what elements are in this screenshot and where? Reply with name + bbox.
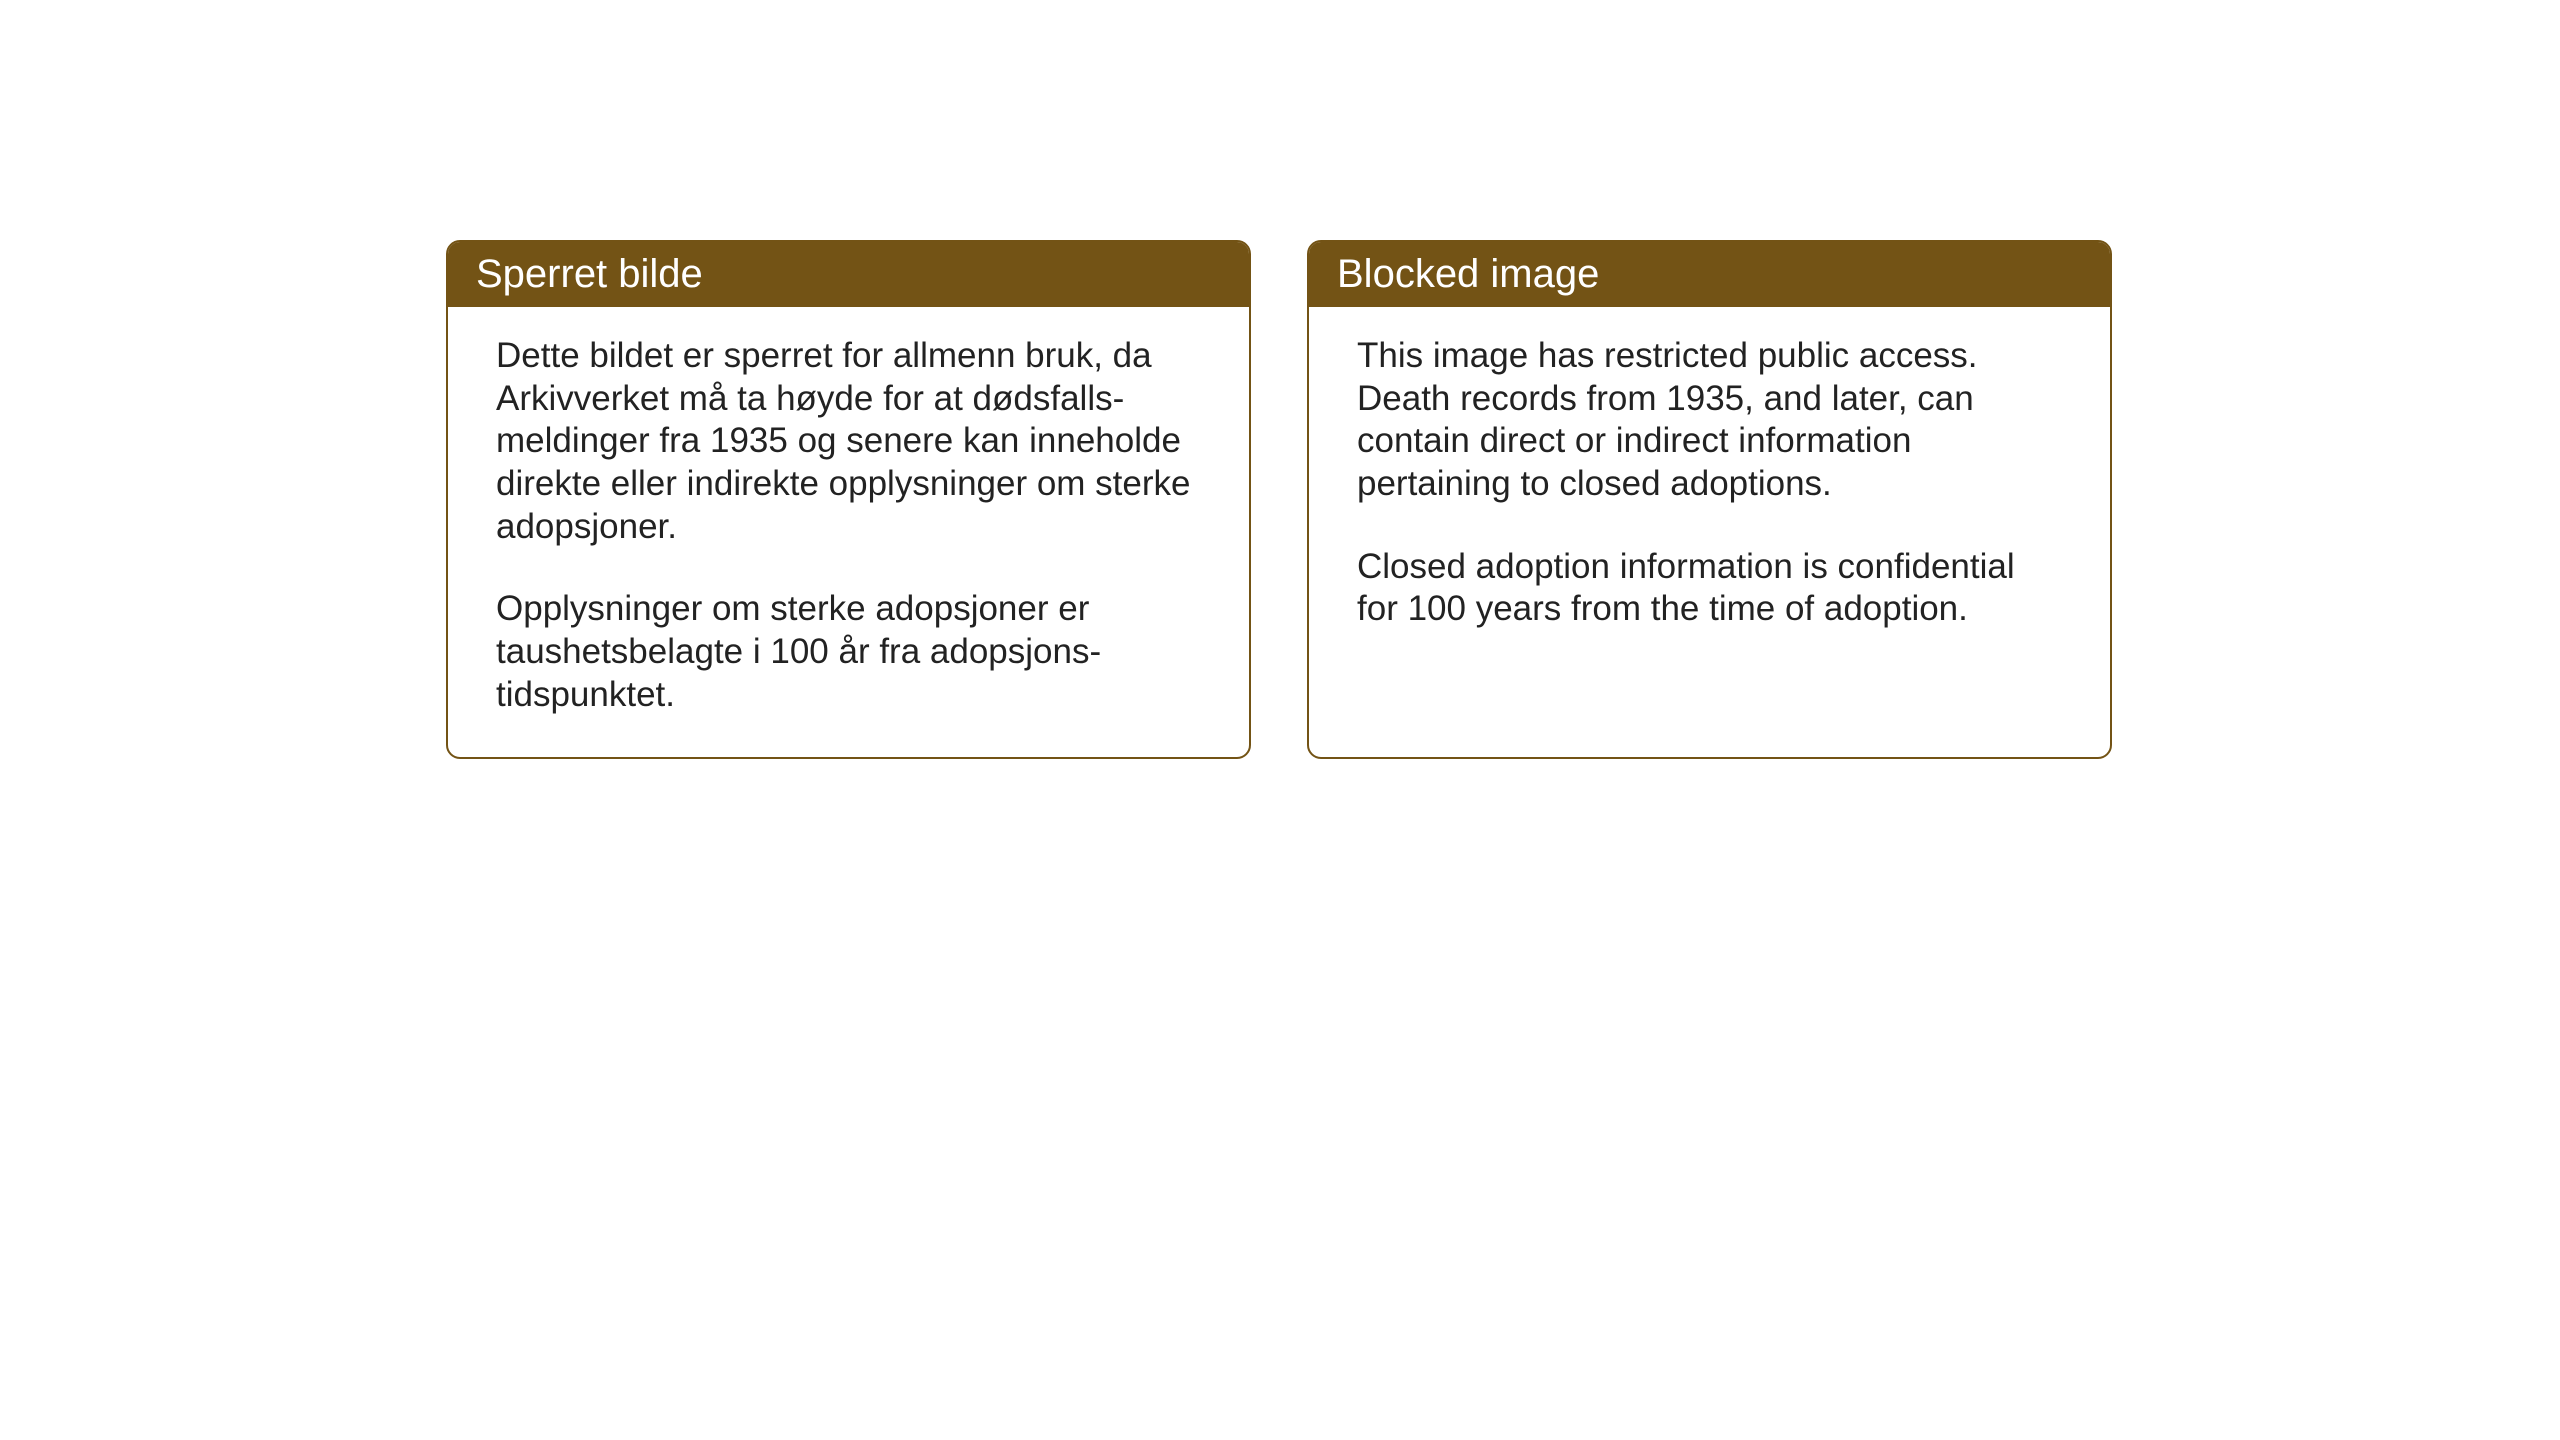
cards-container: Sperret bilde Dette bildet er sperret fo… — [446, 240, 2112, 759]
card-title-english: Blocked image — [1337, 252, 1599, 296]
card-header-norwegian: Sperret bilde — [448, 242, 1249, 307]
card-header-english: Blocked image — [1309, 242, 2110, 307]
card-paragraph-2-norwegian: Opplysninger om sterke adopsjoner er tau… — [496, 588, 1201, 716]
card-title-norwegian: Sperret bilde — [476, 252, 703, 296]
blocked-image-card-english: Blocked image This image has restricted … — [1307, 240, 2112, 759]
card-body-norwegian: Dette bildet er sperret for allmenn bruk… — [448, 307, 1249, 757]
card-paragraph-1-norwegian: Dette bildet er sperret for allmenn bruk… — [496, 335, 1201, 548]
card-body-english: This image has restricted public access.… — [1309, 307, 2110, 671]
card-paragraph-2-english: Closed adoption information is confident… — [1357, 546, 2062, 631]
card-paragraph-1-english: This image has restricted public access.… — [1357, 335, 2062, 506]
blocked-image-card-norwegian: Sperret bilde Dette bildet er sperret fo… — [446, 240, 1251, 759]
